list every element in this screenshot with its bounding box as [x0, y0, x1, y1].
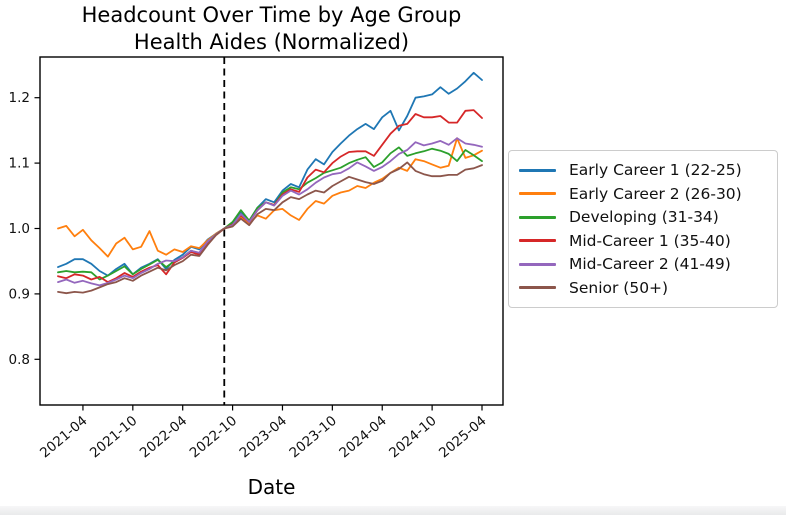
series-line-mid-career-2-41-49 [57, 137, 483, 287]
legend-label: Early Career 2 (26-30) [569, 184, 742, 203]
legend-label: Developing (31-34) [569, 208, 719, 227]
y-tick-label: 0.8 [9, 352, 30, 368]
legend-item: Mid-Career 2 (41-49) [519, 255, 767, 273]
x-tick-label: 2025-04 [436, 413, 489, 462]
legend-swatch [519, 286, 556, 290]
series-line-senior-50 [57, 161, 483, 295]
legend-item: Mid-Career 1 (35-40) [519, 232, 767, 250]
legend: Early Career 1 (22-25) Early Career 2 (26… [508, 150, 778, 308]
y-tick-label: 1.0 [9, 221, 30, 237]
x-tick-label: 2022-04 [137, 413, 190, 462]
y-tick-label: 1.1 [9, 156, 30, 172]
chart-title: Headcount Over Time by Age Group Health … [40, 2, 503, 57]
legend-item: Early Career 2 (26-30) [519, 185, 767, 203]
legend-label: Mid-Career 2 (41-49) [569, 255, 731, 274]
legend-swatch [519, 168, 556, 172]
legend-item: Developing (31-34) [519, 208, 767, 226]
legend-swatch [519, 192, 556, 196]
chart-plot-area: 0.8 0.9 1.0 1.1 1.2 2021-042021-102022-042022… [9, 56, 504, 462]
legend-swatch [519, 215, 556, 219]
series-line-mid-career-1-35-40 [57, 109, 483, 284]
legend-swatch [519, 239, 556, 243]
x-tick-label: 2022-10 [187, 413, 240, 462]
x-tick-label: 2024-10 [386, 413, 439, 462]
x-axis-title: Date [247, 475, 296, 499]
x-tick-label: 2024-04 [336, 413, 389, 462]
legend-swatch [519, 262, 556, 266]
x-tick-label: 2021-10 [87, 413, 140, 462]
y-tick-label: 0.9 [9, 286, 30, 302]
legend-label: Senior (50+) [569, 278, 669, 297]
series-line-early-career-1-22-25 [57, 71, 483, 277]
x-tick-label: 2023-04 [237, 413, 290, 462]
legend-label: Early Career 1 (22-25) [569, 161, 742, 179]
chart-title-line1: Headcount Over Time by Age Group [81, 3, 462, 27]
x-tick-label: 2023-10 [286, 413, 339, 462]
legend-item: Senior (50+) [519, 279, 767, 297]
legend-label: Mid-Career 1 (35-40) [569, 231, 731, 250]
legend-item: Early Career 1 (22-25) [519, 161, 767, 179]
y-tick-label: 1.2 [9, 90, 30, 106]
series-line-early-career-2-26-30 [57, 137, 483, 258]
window-bottom-strip [0, 506, 786, 515]
plot-border [39, 56, 504, 406]
chart-title-line2: Health Aides (Normalized) [133, 30, 410, 55]
x-tick-label: 2021-04 [37, 413, 90, 462]
